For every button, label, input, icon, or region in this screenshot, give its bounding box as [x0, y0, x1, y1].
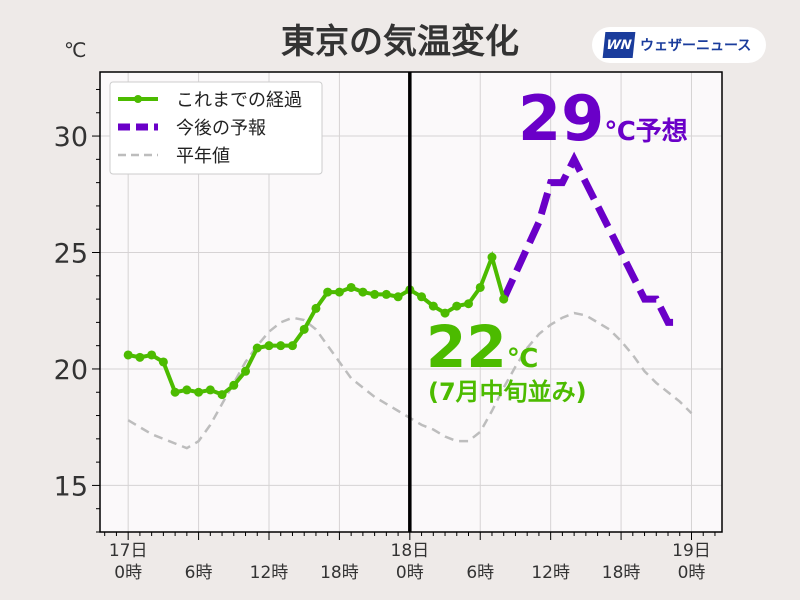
brand-logo: WN ウェザーニュース	[592, 27, 766, 63]
y-axis-unit: ℃	[64, 38, 87, 62]
legend-box	[109, 81, 323, 175]
observed-point	[346, 282, 356, 292]
x-tick-label: 19日	[672, 541, 711, 561]
current-value: 22	[426, 313, 507, 381]
x-tick-label: 0時	[678, 563, 706, 583]
observed-point	[147, 350, 157, 360]
observed-point	[217, 390, 227, 400]
observed-point	[358, 287, 368, 297]
x-tick-label: 0時	[396, 563, 424, 583]
brand-name: ウェザーニュース	[640, 38, 752, 54]
observed-point	[194, 387, 204, 397]
y-tick-label: 30	[54, 122, 88, 153]
observed-point	[252, 343, 262, 353]
legend-label: 平年値	[176, 146, 230, 167]
y-tick-label: 25	[54, 239, 88, 270]
observed-point	[323, 287, 333, 297]
observed-point	[475, 282, 485, 292]
x-tick-label: 17日	[109, 541, 148, 561]
observed-point	[381, 289, 391, 299]
forecast-suffix: ℃予想	[604, 117, 688, 147]
observed-point	[123, 350, 133, 360]
x-tick-label: 18時	[602, 563, 641, 583]
observed-point	[311, 303, 321, 313]
x-tick-label: 6時	[185, 563, 213, 583]
legend-label: これまでの経過	[176, 90, 302, 111]
observed-point	[370, 289, 380, 299]
observed-point	[334, 287, 344, 297]
observed-point	[241, 366, 251, 376]
observed-point	[135, 352, 145, 362]
x-tick-label: 18日	[391, 541, 430, 561]
current-annotation: 22℃	[426, 318, 538, 376]
y-tick-label: 20	[54, 355, 88, 386]
x-tick-label: 6時	[466, 563, 494, 583]
chart-title: 東京の気温変化	[281, 22, 519, 62]
legend-observed-marker	[134, 95, 142, 103]
observed-point	[287, 341, 297, 351]
observed-point	[464, 299, 474, 309]
forecast-value: 29	[518, 82, 605, 155]
x-tick-label: 0時	[114, 563, 142, 583]
observed-point	[487, 252, 497, 262]
observed-point	[182, 385, 192, 395]
observed-point	[299, 324, 309, 334]
observed-point	[264, 341, 274, 351]
observed-point	[417, 292, 427, 302]
observed-point	[452, 301, 462, 311]
current-note: (7月中旬並み)	[428, 378, 587, 406]
observed-point	[440, 308, 450, 318]
current-unit: ℃	[506, 344, 539, 374]
y-tick-label: 15	[54, 471, 88, 502]
observed-point	[229, 380, 239, 390]
x-tick-label: 12時	[531, 563, 570, 583]
observed-point	[158, 357, 168, 367]
x-tick-label: 12時	[250, 563, 289, 583]
observed-point	[393, 292, 403, 302]
legend-label: 今後の予報	[176, 118, 266, 139]
forecast-line	[500, 151, 680, 326]
observed-point	[428, 301, 438, 311]
observed-point	[205, 385, 215, 395]
observed-point	[276, 341, 286, 351]
x-tick-label: 18時	[320, 563, 359, 583]
observed-point	[170, 387, 180, 397]
observed-point	[499, 294, 509, 304]
forecast-annotation: 29℃予想	[518, 88, 688, 150]
